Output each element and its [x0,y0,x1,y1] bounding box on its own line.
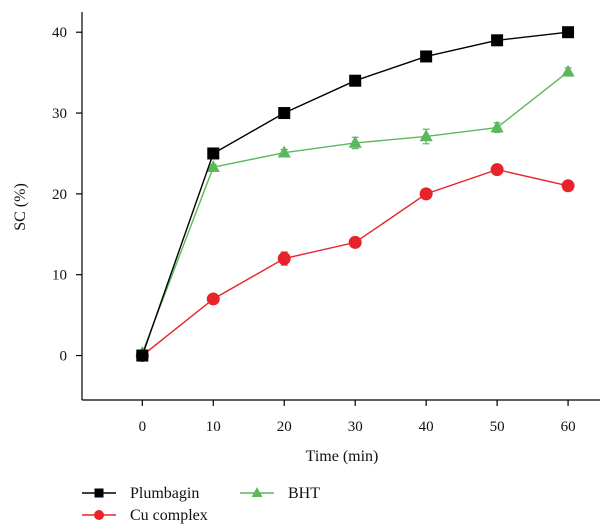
data-point-triangle [419,129,433,142]
y-tick-label: 10 [52,268,67,284]
x-tick-label: 20 [277,419,292,435]
series-line [141,71,569,354]
series-plumbagin [136,26,575,362]
legend-label: BHT [288,485,320,502]
series-line [141,168,569,357]
data-point-square [420,50,433,63]
legend-label: Plumbagin [130,485,199,502]
data-point-circle [94,510,104,520]
data-point-circle [419,187,433,201]
legend-item-bht: BHT [240,485,320,502]
y-tick-label: 20 [52,187,67,203]
data-point-square [207,147,220,160]
data-point-circle [490,163,504,177]
axes [81,12,600,401]
legend: Plumbagin BHT Cu complex [82,485,320,524]
data-point-circle [277,252,291,266]
data-point-square [349,74,362,87]
series-bht [135,64,575,358]
legend-item-plumbagin: Plumbagin [82,485,199,502]
x-tick-label: 40 [419,419,434,435]
data-point-triangle [277,145,291,158]
data-point-square [562,26,575,39]
x-tick-label: 10 [206,419,221,435]
series-cu-complex [135,163,575,363]
data-point-circle [348,235,362,249]
y-ticks: 0 10 20 30 40 [52,25,82,365]
x-tick-label: 30 [348,419,363,435]
x-tick-label: 50 [490,419,505,435]
plot-area [135,26,575,363]
data-point-square [491,34,504,47]
y-tick-label: 30 [52,106,67,122]
y-axis-label: SC (%) [12,183,29,231]
data-point-triangle [561,64,575,77]
data-point-circle [206,292,220,306]
x-axis-label: Time (min) [306,448,379,465]
y-tick-label: 40 [52,25,67,41]
data-point-triangle [206,160,220,172]
x-tick-label: 60 [561,419,576,435]
data-point-triangle [490,120,504,133]
data-point-circle [561,179,575,193]
data-point-triangle [348,135,362,148]
x-tick-label: 0 [139,419,147,435]
data-point-triangle [251,487,263,497]
data-point-square [94,488,104,498]
y-tick-label: 0 [60,349,68,365]
data-point-square [136,349,149,362]
x-ticks: 0 10 20 30 40 50 60 [139,400,576,435]
legend-item-cu-complex: Cu complex [82,507,208,524]
data-point-square [278,107,291,120]
legend-label: Cu complex [130,507,208,524]
